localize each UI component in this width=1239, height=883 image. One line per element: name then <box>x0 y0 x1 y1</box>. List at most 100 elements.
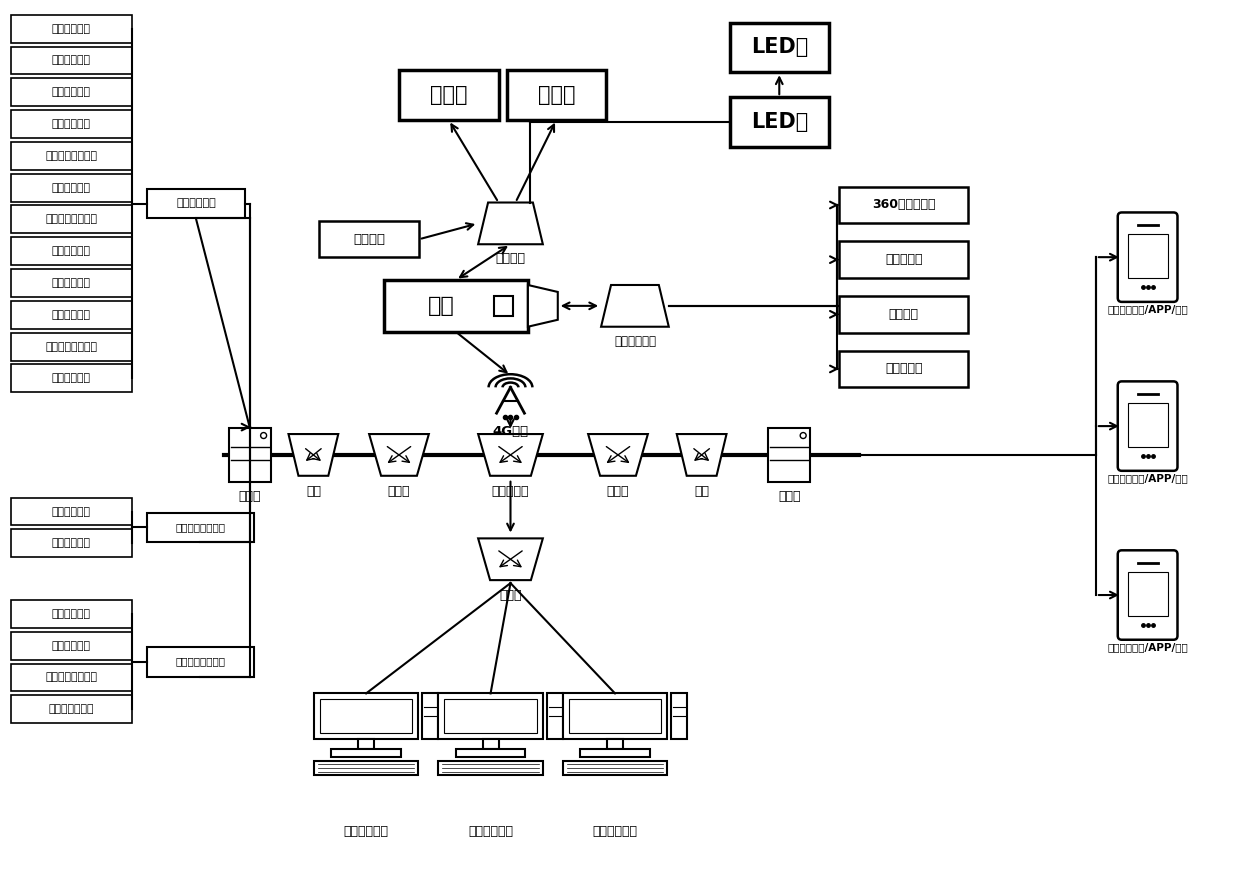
Text: 乘车管理服务: 乘车管理服务 <box>52 641 90 651</box>
Bar <box>493 296 513 316</box>
Bar <box>11 632 133 660</box>
Bar <box>11 238 133 265</box>
Bar <box>11 664 133 691</box>
Bar <box>439 693 543 739</box>
Text: 学生数据管理服务: 学生数据管理服务 <box>46 673 98 683</box>
Text: 发卡管理服务: 发卡管理服务 <box>52 609 90 619</box>
Bar <box>839 241 969 278</box>
Text: 网络运营商: 网络运营商 <box>492 485 529 498</box>
Bar <box>11 696 133 723</box>
Circle shape <box>800 433 807 439</box>
Bar <box>399 71 498 120</box>
Text: 刷卡机: 刷卡机 <box>430 85 467 105</box>
Text: LED屏: LED屏 <box>751 37 808 57</box>
Polygon shape <box>601 285 669 327</box>
Bar <box>331 749 401 757</box>
Bar <box>11 600 133 628</box>
Text: 学生家长短信/APP/微信: 学生家长短信/APP/微信 <box>1108 304 1188 313</box>
Polygon shape <box>589 434 648 476</box>
Bar <box>11 269 133 297</box>
Text: 移动互联网服务: 移动互联网服务 <box>48 705 94 714</box>
Bar <box>147 189 244 218</box>
Text: 权限管理服务: 权限管理服务 <box>52 539 90 548</box>
Text: 远程监控服务: 远程监控服务 <box>52 24 90 34</box>
Bar <box>569 699 662 733</box>
Bar <box>839 351 969 388</box>
Text: 人员刷卡监控服务: 人员刷卡监控服务 <box>46 215 98 224</box>
Bar <box>313 761 419 775</box>
Text: 调度屏: 调度屏 <box>538 85 575 105</box>
Bar <box>730 97 829 147</box>
Bar <box>839 186 969 223</box>
Text: 监控平台服务: 监控平台服务 <box>176 199 216 208</box>
Text: 校车控制中心: 校车控制中心 <box>468 825 513 838</box>
Bar <box>483 739 498 749</box>
Polygon shape <box>369 434 429 476</box>
Bar <box>439 761 543 775</box>
Text: 重点监控服务: 重点监控服务 <box>52 87 90 97</box>
FancyBboxPatch shape <box>1118 381 1177 471</box>
Text: 轨迹回放服务: 轨迹回放服务 <box>52 56 90 65</box>
Text: 交换机: 交换机 <box>388 485 410 498</box>
Polygon shape <box>478 539 543 580</box>
Bar <box>147 512 254 542</box>
Bar <box>11 498 133 525</box>
Text: 远程升级服务: 远程升级服务 <box>52 374 90 383</box>
Text: LED屏: LED屏 <box>751 112 808 132</box>
Bar <box>229 427 270 482</box>
Bar <box>422 693 439 739</box>
Text: 参数查看设置服务: 参数查看设置服务 <box>46 342 98 351</box>
Bar <box>147 646 254 676</box>
Bar <box>730 23 829 72</box>
Bar <box>11 365 133 392</box>
Text: 360度全景监控: 360度全景监控 <box>872 199 935 212</box>
Bar <box>445 699 536 733</box>
Text: 行车监控: 行车监控 <box>888 308 919 321</box>
Bar <box>507 71 606 120</box>
Text: 学生家长短信/APP/微信: 学生家长短信/APP/微信 <box>1108 642 1188 652</box>
Text: 学生家长短信/APP/微信: 学生家长短信/APP/微信 <box>1108 472 1188 483</box>
Text: 教育局: 教育局 <box>778 490 800 502</box>
Polygon shape <box>528 285 558 327</box>
Text: 车辆状态服务: 车辆状态服务 <box>52 183 90 192</box>
Bar <box>11 174 133 201</box>
Bar <box>839 296 969 333</box>
Bar <box>320 699 413 733</box>
Text: 交换机: 交换机 <box>499 589 522 602</box>
Text: 交换机: 交换机 <box>607 485 629 498</box>
Bar <box>456 749 525 757</box>
Bar <box>11 206 133 233</box>
Bar <box>1127 234 1167 278</box>
Text: 车载终端: 车载终端 <box>496 253 525 265</box>
Bar <box>768 427 810 482</box>
Text: 报警处理服务: 报警处理服务 <box>52 119 90 129</box>
Bar <box>384 280 528 332</box>
Text: 语音通话服务: 语音通话服务 <box>52 310 90 320</box>
Text: 短信汇报服务: 短信汇报服务 <box>52 278 90 288</box>
Text: 学生管理平台服务: 学生管理平台服务 <box>176 657 225 667</box>
Text: 4G网络: 4G网络 <box>492 425 529 438</box>
Bar <box>320 222 419 257</box>
Bar <box>546 693 563 739</box>
Text: 基础信息服务: 基础信息服务 <box>52 507 90 517</box>
Bar <box>11 301 133 328</box>
Bar <box>607 739 623 749</box>
Bar <box>11 530 133 557</box>
FancyBboxPatch shape <box>1118 213 1177 302</box>
Text: 网关: 网关 <box>694 485 709 498</box>
Text: 网关: 网关 <box>306 485 321 498</box>
Bar <box>11 110 133 138</box>
Text: 校车控制中心: 校车控制中心 <box>343 825 389 838</box>
Polygon shape <box>289 434 338 476</box>
Text: 设备状态监控服务: 设备状态监控服务 <box>46 151 98 161</box>
Bar <box>1127 404 1167 447</box>
Text: 车载监控终端: 车载监控终端 <box>615 335 655 348</box>
Bar <box>11 79 133 106</box>
Bar <box>11 333 133 360</box>
Text: 信息管理平台服务: 信息管理平台服务 <box>176 523 225 532</box>
Polygon shape <box>676 434 726 476</box>
Bar <box>11 15 133 42</box>
Text: 校车控制中心: 校车控制中心 <box>592 825 638 838</box>
Text: 服务器: 服务器 <box>238 490 261 502</box>
Text: 应急按钮: 应急按钮 <box>353 233 385 245</box>
